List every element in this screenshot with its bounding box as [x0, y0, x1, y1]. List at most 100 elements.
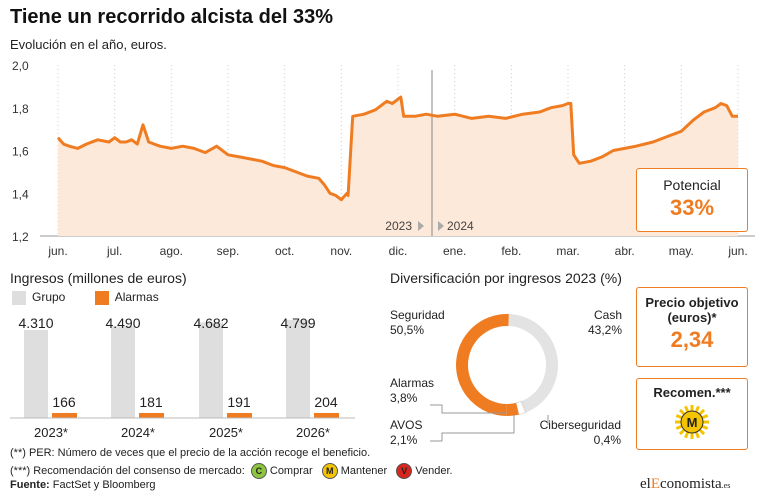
bar-category-label: 2026* — [296, 425, 330, 440]
hold-label: Mantener — [340, 464, 388, 477]
leader-line-avos — [430, 415, 515, 442]
hold-badge-icon: M — [321, 463, 338, 479]
bar-alarmas — [314, 413, 339, 418]
potential-box: Potencial 33% — [636, 168, 748, 232]
potential-label: Potencial — [663, 177, 721, 193]
bar-label-alarmas: 204 — [314, 394, 338, 410]
price-line-chart: 1,2 1,4 1,6 1,8 2,0 jun. jul. ago. sep. oct. nov. d… — [12, 59, 755, 258]
bar-grupo — [24, 329, 48, 418]
chart-subtitle: Evolución en el año, euros. — [10, 37, 167, 52]
label-cash: Cash 43,2% — [582, 308, 622, 338]
donut-slice-avos — [515, 400, 526, 416]
label-ciberseguridad-name: Ciberseguridad — [539, 418, 621, 432]
label-seguridad-name: Seguridad — [390, 308, 445, 322]
bar-label-grupo: 4.310 — [18, 315, 53, 331]
source-text: FactSet y Bloomberg — [52, 479, 156, 491]
brand-logo: elEconomista.es — [640, 476, 730, 493]
sell-badge-letter: V — [401, 466, 408, 476]
bar-label-grupo: 4.490 — [105, 315, 140, 331]
revenue-legend: Grupo Alarmas — [12, 290, 159, 305]
label-ciberseguridad: Ciberseguridad 0,4% — [535, 418, 621, 448]
y-tick-label: 1,2 — [12, 230, 29, 244]
y-tick-label: 1,6 — [12, 145, 29, 159]
label-alarmas-name: Alarmas — [390, 376, 435, 390]
label-seguridad-value: 50,5% — [390, 323, 425, 337]
bar-alarmas — [52, 413, 77, 418]
brand-name-pre: el — [640, 476, 651, 492]
bar-grupo — [286, 320, 310, 418]
bar-label-grupo: 4.682 — [193, 315, 228, 331]
footnote-rec-prefix: (***) Recomendación del consenso de merc… — [10, 464, 245, 477]
x-tick-label: abr. — [615, 244, 635, 258]
badge-ray — [701, 424, 709, 430]
bar-label-alarmas: 166 — [52, 394, 76, 410]
potential-value: 33% — [669, 195, 715, 220]
label-avos-name: AVOS — [390, 418, 423, 432]
buy-badge-letter: C — [255, 466, 263, 476]
diversification-title: Diversificación por ingresos 2023 (%) — [390, 270, 622, 286]
x-tick-label: jun. — [47, 244, 67, 258]
chart-title: Tiene un recorrido alcista del 33% — [10, 6, 334, 28]
footnote-source: Fuente: FactSet y Bloomberg — [10, 479, 156, 491]
recommendation-label: Recomen.*** — [653, 385, 731, 400]
badge-rays — [675, 405, 709, 439]
legend-swatch-alarms — [94, 290, 109, 305]
brand-name-post: conomista — [660, 476, 722, 492]
y-tick-label: 1,8 — [12, 102, 29, 116]
x-tick-label: jul. — [106, 244, 122, 258]
badge-ray — [675, 414, 683, 420]
donut-slice-cash — [508, 314, 558, 413]
donut-leader-lines — [430, 404, 549, 442]
footnote-per: (**) PER: Número de veces que el precio … — [10, 447, 371, 459]
label-cash-value: 43,2% — [587, 323, 622, 337]
donut-slice-seguridad — [456, 314, 509, 416]
price-line — [56, 95, 738, 202]
label-avos-value: 2,1% — [390, 433, 418, 447]
bar-category-label: 2024* — [121, 425, 155, 440]
legend-label-alarms: Alarmas — [114, 290, 159, 304]
sell-badge-icon: V — [396, 463, 413, 479]
donut-slice-alarmas — [506, 402, 519, 416]
badge-ray — [675, 424, 683, 430]
diversification-donut — [456, 314, 558, 416]
badge-ray — [698, 408, 706, 416]
bar-grupo — [111, 326, 135, 418]
buy-badge-icon: C — [250, 463, 267, 479]
y-tick-label: 2,0 — [12, 59, 29, 73]
bar-alarmas — [227, 413, 252, 418]
bar-grupo — [199, 322, 223, 418]
target-price-label-2: (euros)* — [667, 310, 717, 325]
bar-category-label: 2023* — [34, 425, 68, 440]
x-tick-label: nov. — [330, 244, 352, 258]
price-area — [58, 97, 738, 236]
bar-label-alarmas: 181 — [139, 394, 163, 410]
revenue-bar-chart: 4.310 166 2023* 4.490 181 2024* 4.682 191 2025* 4… — [10, 315, 355, 440]
arrow-right-icon — [438, 221, 444, 231]
y-tick-label: 1,4 — [12, 187, 29, 201]
x-tick-label: may. — [669, 244, 694, 258]
badge-ray — [678, 408, 686, 416]
x-tick-label: sep. — [217, 244, 240, 258]
target-price-value: 2,34 — [670, 327, 714, 352]
bar-alarmas — [139, 413, 164, 418]
x-tick-label: mar. — [556, 244, 579, 258]
badge-ray — [694, 431, 700, 439]
badge-ray — [684, 431, 690, 439]
hold-badge-letter: M — [325, 466, 334, 476]
label-seguridad: Seguridad 50,5% — [390, 308, 445, 338]
sell-label: Vender. — [415, 464, 453, 477]
x-tick-label: feb. — [501, 244, 521, 258]
label-avos: AVOS 2,1% — [390, 418, 422, 448]
recommendation-box: Recomen.*** M — [636, 378, 748, 450]
x-tick-label: oct. — [275, 244, 294, 258]
x-tick-label: ago. — [160, 244, 183, 258]
revenue-title: Ingresos (millones de euros) — [10, 270, 187, 286]
label-cash-name: Cash — [593, 308, 622, 322]
buy-label: Comprar — [269, 464, 313, 477]
label-alarmas: Alarmas 3,8% — [390, 376, 434, 406]
badge-ray — [684, 405, 690, 413]
footnote-recommendation: (***) Recomendación del consenso de merc… — [10, 463, 453, 479]
year-marker-left: 2023 — [385, 219, 412, 233]
year-marker-right: 2024 — [447, 219, 474, 233]
badge-ray — [694, 405, 700, 413]
